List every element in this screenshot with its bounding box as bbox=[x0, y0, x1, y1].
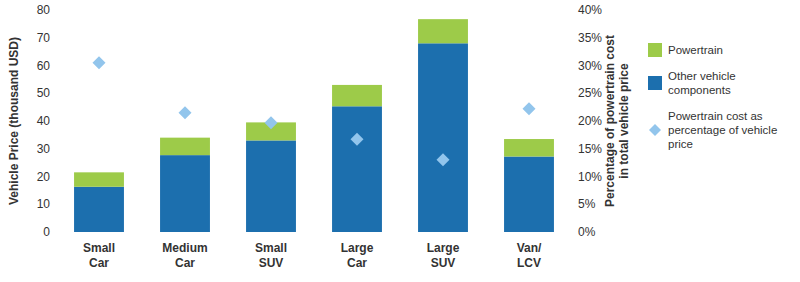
y-tick-label: 80 bbox=[37, 3, 51, 17]
bar-segment bbox=[160, 138, 210, 155]
text-line: Powertrain bbox=[668, 44, 723, 56]
diamond-marker bbox=[93, 56, 106, 69]
text-line: SUV bbox=[431, 256, 456, 270]
y2-tick-label: 20% bbox=[578, 114, 602, 128]
y2-tick-label: 15% bbox=[578, 142, 602, 156]
legend-label: Other vehicle components bbox=[668, 70, 736, 96]
x-tick-label: LargeCar bbox=[341, 241, 374, 270]
text-line: Car bbox=[347, 256, 367, 270]
text-line: Large bbox=[341, 241, 374, 255]
y2-tick-label: 0% bbox=[578, 225, 596, 239]
diamond-marker bbox=[437, 153, 450, 166]
x-tick-label: SmallCar bbox=[83, 241, 115, 270]
text-line: Small bbox=[83, 241, 115, 255]
diamond-marker bbox=[265, 116, 278, 129]
text-line: Car bbox=[89, 256, 109, 270]
legend-swatch bbox=[648, 43, 662, 57]
bar-segment bbox=[332, 85, 382, 106]
y-axis-title: Vehicle Price (thousand USD) bbox=[7, 37, 21, 205]
plot-marks bbox=[74, 19, 554, 232]
y-tick-label: 60 bbox=[37, 59, 51, 73]
y2-tick-label: 25% bbox=[578, 86, 602, 100]
bar-segment bbox=[504, 157, 554, 232]
y-tick-label: 30 bbox=[37, 142, 51, 156]
text-line: Powertrain cost as bbox=[668, 110, 763, 122]
x-tick-label: MediumCar bbox=[162, 241, 207, 270]
text-line: percentage of vehicle bbox=[668, 124, 777, 136]
text-line: Van/ bbox=[517, 241, 542, 255]
legend-label: Powertrain bbox=[668, 44, 723, 56]
text-line: Small bbox=[255, 241, 287, 255]
y2-axis-title: Percentage of powertrain costin total ve… bbox=[603, 35, 631, 207]
y2-tick-label: 40% bbox=[578, 3, 602, 17]
text-line: Percentage of powertrain cost bbox=[603, 35, 617, 207]
y-tick-label: 40 bbox=[37, 114, 51, 128]
y2-tick-label: 30% bbox=[578, 59, 602, 73]
text-line: LCV bbox=[517, 256, 541, 270]
diamond-marker bbox=[523, 102, 536, 115]
legend-swatch bbox=[648, 76, 662, 90]
text-line: SUV bbox=[259, 256, 284, 270]
text-line: Medium bbox=[162, 241, 207, 255]
diamond-marker bbox=[351, 133, 364, 146]
bar-segment bbox=[74, 172, 124, 186]
x-tick-label: LargeSUV bbox=[427, 241, 460, 270]
bar-segment bbox=[504, 139, 554, 156]
bar-segment bbox=[418, 43, 468, 232]
legend-label: Powertrain cost as percentage of vehicle p… bbox=[668, 110, 777, 150]
text-line: in total vehicle price bbox=[617, 63, 631, 179]
y-tick-label: 20 bbox=[37, 170, 51, 184]
y2-tick-label: 35% bbox=[578, 31, 602, 45]
y2-tick-label: 5% bbox=[578, 197, 596, 211]
legend-swatch bbox=[649, 124, 661, 136]
x-tick-label: SmallSUV bbox=[255, 241, 287, 270]
y-tick-label: 10 bbox=[37, 197, 51, 211]
text-line: Car bbox=[175, 256, 195, 270]
diamond-marker bbox=[179, 106, 192, 119]
y2-tick-label: 10% bbox=[578, 170, 602, 184]
text-line: components bbox=[668, 84, 731, 96]
bar-segment bbox=[246, 140, 296, 232]
chart: 0 10 20 30 40 50 60 70 80 0% 5% 10% 15% 20% 25% 30% 35% 4… bbox=[0, 0, 800, 282]
text-line: price bbox=[668, 138, 693, 150]
y-tick-label: 70 bbox=[37, 31, 51, 45]
bar-segment bbox=[74, 187, 124, 232]
bar-segment bbox=[160, 155, 210, 232]
x-tick-label: Van/LCV bbox=[517, 241, 542, 270]
bar-segment bbox=[332, 106, 382, 232]
text-line: Other vehicle bbox=[668, 70, 736, 82]
text-line: Large bbox=[427, 241, 460, 255]
legend: Powertrain Other vehicle components Powertr… bbox=[648, 43, 777, 150]
bar-segment bbox=[418, 19, 468, 43]
y-tick-label: 50 bbox=[37, 86, 51, 100]
y-tick-label: 0 bbox=[43, 225, 50, 239]
